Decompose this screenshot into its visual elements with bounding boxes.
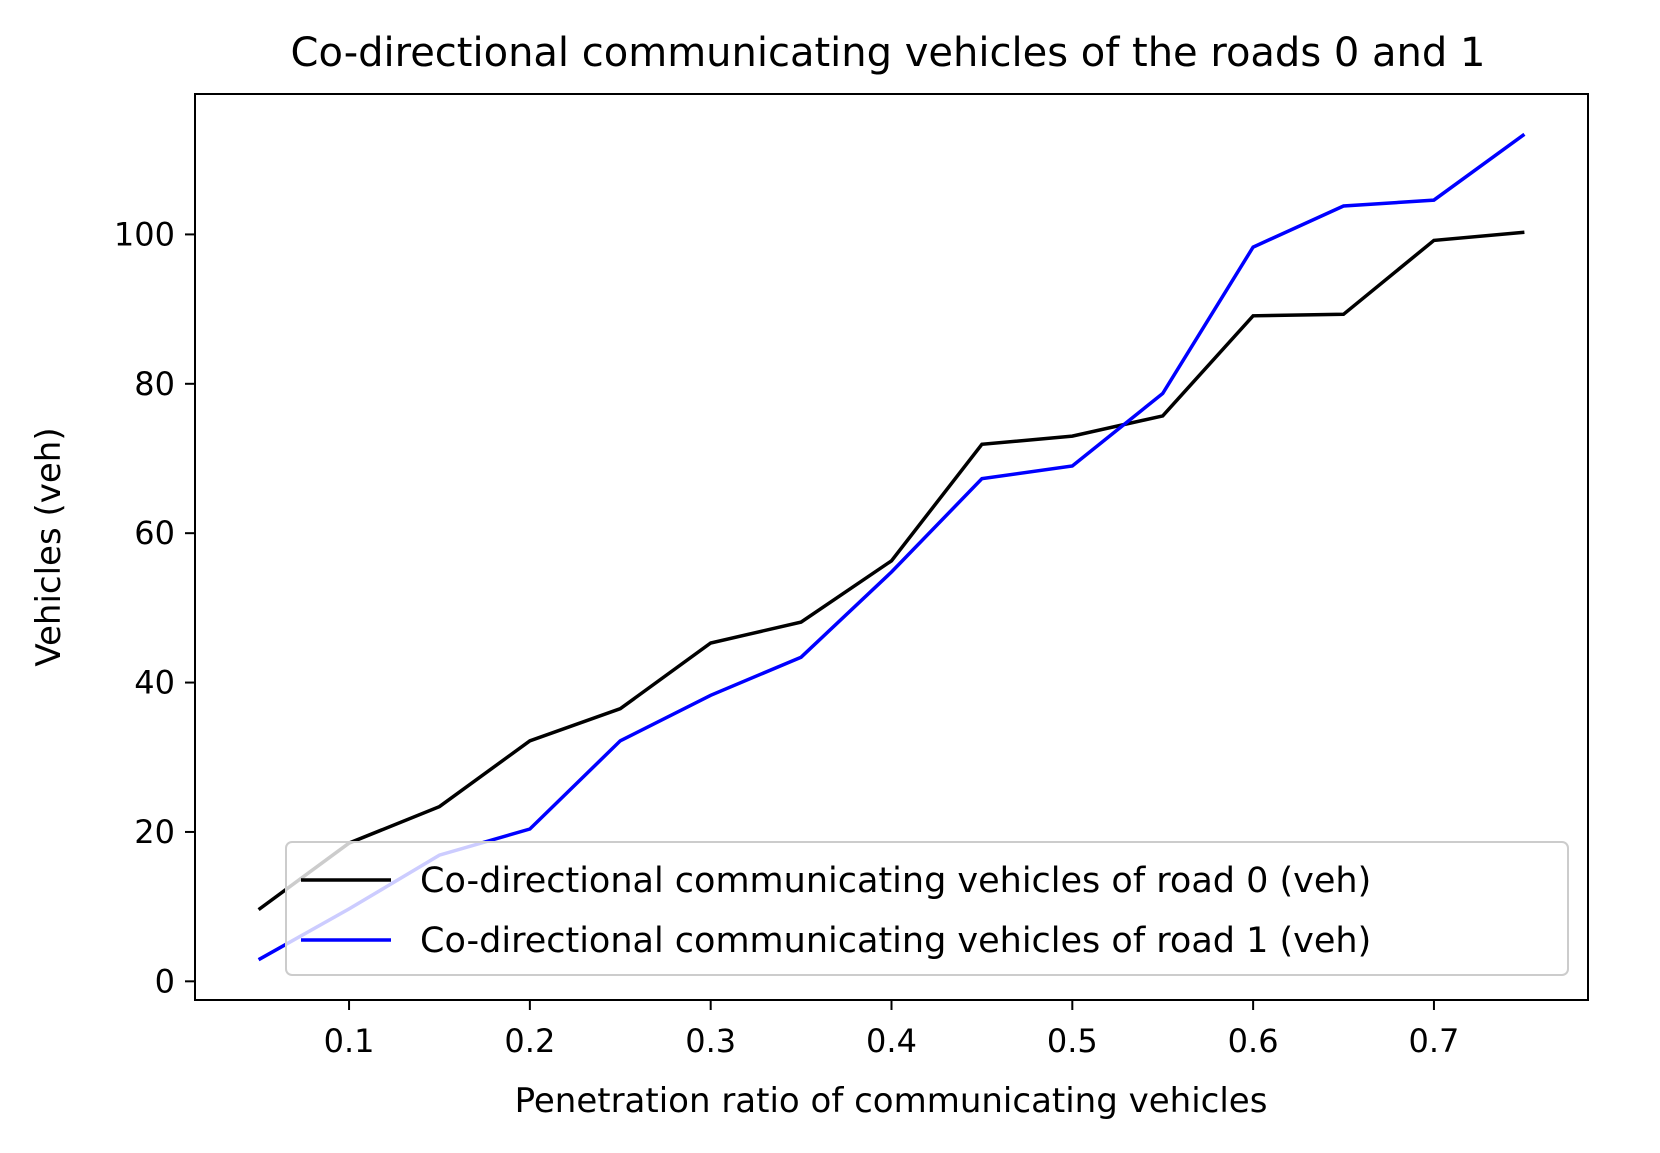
y-tick-label: 0 bbox=[155, 962, 175, 1000]
x-tick-label: 0.3 bbox=[685, 1022, 736, 1060]
x-axis-ticks: 0.1 0.2 0.3 0.4 0.5 0.6 0.7 bbox=[324, 1000, 1460, 1060]
series-line-road-0 bbox=[257, 230, 1525, 912]
legend-label: Co-directional communicating vehicles of… bbox=[420, 861, 1371, 901]
y-axis-ticks: 0 20 40 60 80 100 bbox=[114, 215, 195, 1000]
y-axis-label: Vehicles (veh) bbox=[29, 427, 69, 666]
x-tick-label: 0.7 bbox=[1409, 1022, 1460, 1060]
legend-box bbox=[285, 841, 1569, 976]
x-tick-label: 0.5 bbox=[1047, 1022, 1098, 1060]
legend-entries: Co-directional communicating vehicles of… bbox=[301, 861, 1371, 961]
y-tick-label: 60 bbox=[134, 514, 175, 552]
y-tick-label: 100 bbox=[114, 215, 175, 253]
x-tick-label: 0.2 bbox=[504, 1022, 555, 1060]
y-tick-label: 80 bbox=[134, 365, 175, 403]
chart-title: Co-directional communicating vehicles of… bbox=[291, 30, 1486, 76]
y-tick-label: 40 bbox=[134, 664, 175, 702]
x-tick-label: 0.1 bbox=[324, 1022, 375, 1060]
x-tick-label: 0.4 bbox=[866, 1022, 917, 1060]
x-axis-label: Penetration ratio of communicating vehic… bbox=[515, 1081, 1268, 1121]
x-tick-label: 0.6 bbox=[1228, 1022, 1279, 1060]
legend-label: Co-directional communicating vehicles of… bbox=[420, 921, 1371, 961]
y-tick-label: 20 bbox=[134, 813, 175, 851]
chart-legend: Co-directional communicating vehicles of… bbox=[285, 841, 1569, 976]
